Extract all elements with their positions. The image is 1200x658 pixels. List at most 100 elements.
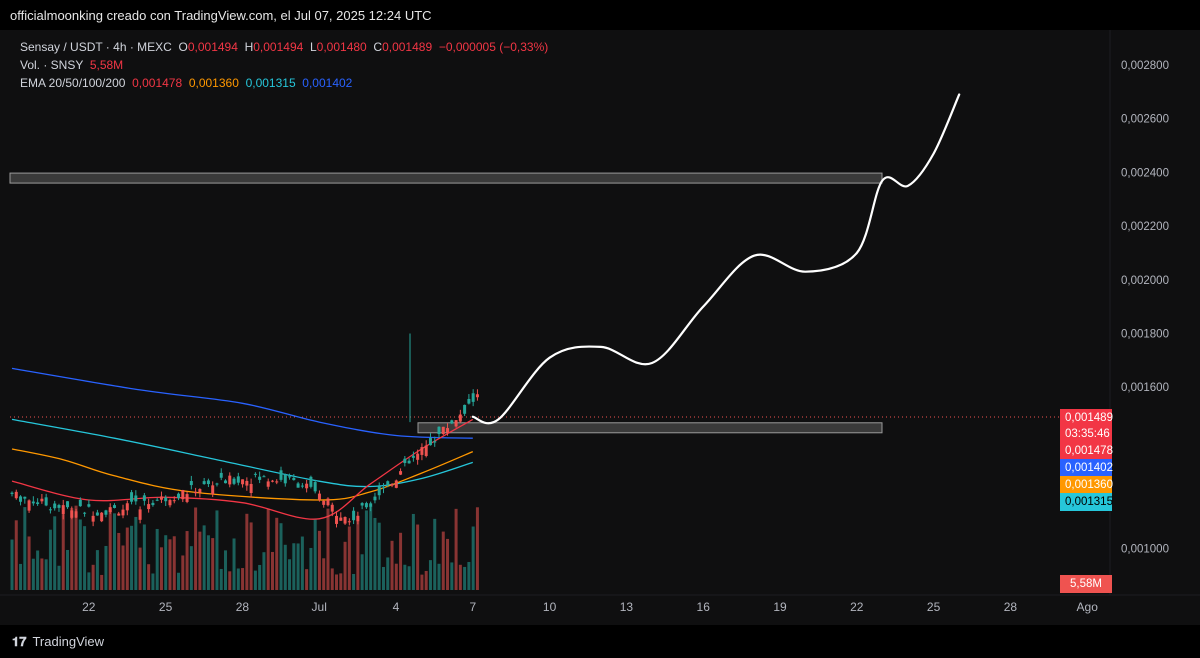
header-title: officialmoonking creado con TradingView.… <box>10 7 432 23</box>
candle-body <box>194 491 198 494</box>
volume-bar <box>386 557 390 590</box>
volume-bar <box>61 514 65 590</box>
ema50-line <box>11 448 474 501</box>
ema20-line <box>11 418 474 520</box>
candle-body <box>95 512 99 516</box>
candle-body <box>373 496 377 501</box>
volume-bar <box>228 571 232 590</box>
candle-body <box>78 499 82 507</box>
volume-bar <box>211 538 215 590</box>
candle-body <box>14 491 18 499</box>
candle-body <box>91 515 95 522</box>
volume-bar <box>245 513 249 590</box>
volume-bar <box>450 562 454 590</box>
ema200-line <box>11 367 473 439</box>
volume-bar <box>262 552 266 590</box>
candle-body <box>347 521 351 523</box>
candle-body <box>441 426 445 435</box>
x-tick-label: 22 <box>850 600 864 614</box>
volume-bar <box>424 570 428 590</box>
candle-body <box>326 498 330 506</box>
candle-body <box>138 509 142 520</box>
candle-body <box>117 513 121 516</box>
volume-bar <box>428 560 432 590</box>
ema50-badge: 0,001360 <box>1060 476 1113 494</box>
y-tick-label: 0,001800 <box>1121 329 1169 341</box>
candle-body <box>232 478 236 484</box>
candle-body <box>305 483 309 489</box>
x-tick-label: 10 <box>543 600 557 614</box>
volume-bar <box>181 555 185 590</box>
volume-bar <box>467 561 471 590</box>
volume-bar <box>249 522 253 590</box>
volume-bar <box>19 563 23 590</box>
candle-body <box>245 480 249 486</box>
volume-bar <box>23 507 27 590</box>
volume-bar <box>433 518 437 590</box>
volume-bar <box>364 510 368 590</box>
support-resistance-zone <box>417 422 883 434</box>
candle-body <box>215 483 219 485</box>
volume-bar <box>112 513 116 590</box>
candle-body <box>364 503 368 508</box>
candle-body <box>211 485 215 495</box>
volume-bar <box>125 527 129 590</box>
candle-body <box>168 500 172 506</box>
candle-body <box>317 493 321 500</box>
volume-value: 5,58M <box>89 58 124 72</box>
volume-bar <box>87 572 91 590</box>
volume-bar <box>172 536 176 590</box>
y-tick-label: 0,002800 <box>1121 60 1169 72</box>
volume-bar <box>121 545 125 590</box>
footer: 𝟏𝟕 TradingView <box>0 625 1200 658</box>
candle-body <box>177 493 181 499</box>
x-tick-label: 19 <box>773 600 787 614</box>
volume-bar <box>168 539 172 590</box>
volume-bar <box>330 568 334 590</box>
volume-bar <box>458 564 462 590</box>
price-chart[interactable]: 0,002800 0,002600 0,002400 0,002200 0,002000… <box>0 0 1200 625</box>
volume-bar <box>100 574 104 590</box>
volume-bar <box>108 509 112 590</box>
volume-bar <box>305 569 309 590</box>
candle-body <box>44 497 48 506</box>
candle-body <box>428 438 432 446</box>
open-value: 0,001494 <box>187 40 238 54</box>
volume-bar <box>31 558 35 590</box>
chart-legend: Sensay / USDT · 4h · MEXC O0,001494 H0,0… <box>20 38 548 92</box>
candle-body <box>249 483 253 494</box>
ema50-value: 0,001360 <box>188 76 239 90</box>
volume-bar <box>403 564 407 590</box>
brand-label: TradingView <box>32 634 105 649</box>
volume-bar <box>155 528 159 590</box>
volume-bar <box>275 517 279 590</box>
candle-body <box>458 414 462 422</box>
volume-bar <box>202 525 206 590</box>
volume-bar <box>322 558 326 590</box>
candle-body <box>407 460 411 464</box>
ema100-badge: 0,001315 <box>1060 493 1113 511</box>
ohlc-row: Sensay / USDT · 4h · MEXC O0,001494 H0,0… <box>20 38 548 56</box>
volume-label: Vol. · SNSY <box>20 58 84 72</box>
volume-bar <box>198 531 202 590</box>
volume-bar <box>411 513 415 590</box>
chart-area[interactable] <box>0 30 1200 625</box>
x-tick-label: 28 <box>236 600 250 614</box>
volume-bar <box>14 520 18 590</box>
candle-body <box>27 500 31 511</box>
volume-bar <box>390 540 394 590</box>
y-tick-label: 0,002200 <box>1121 221 1169 233</box>
countdown-badge: 03:35:46 <box>1060 425 1112 443</box>
candle-body <box>390 484 394 486</box>
candle-body <box>36 502 40 505</box>
volume-badge: 5,58M <box>1060 575 1112 593</box>
volume-bar <box>296 543 300 590</box>
candle-body <box>172 500 176 502</box>
candle-body <box>288 476 292 478</box>
volume-bar <box>57 565 61 590</box>
change-value: −0,000005 (−0,33%) <box>438 40 549 54</box>
candle-body <box>151 502 155 506</box>
candle-body <box>23 496 27 499</box>
x-tick-label: 4 <box>393 600 400 614</box>
volume-bar <box>177 572 181 590</box>
